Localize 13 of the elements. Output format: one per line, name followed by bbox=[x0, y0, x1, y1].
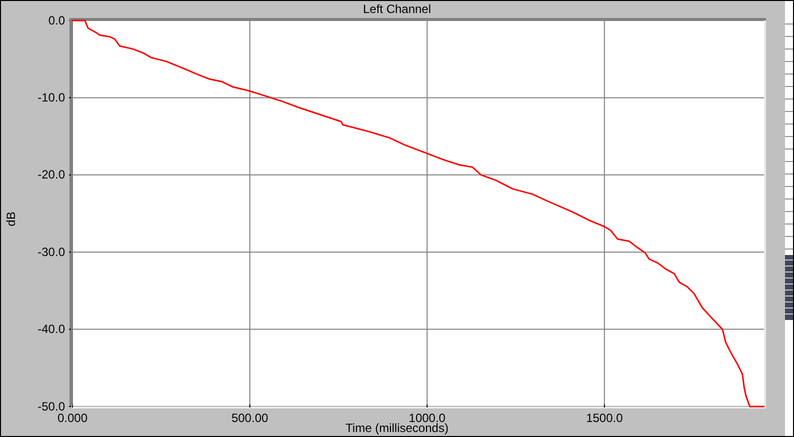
x-tick-label: 0.000 bbox=[57, 411, 88, 426]
x-axis-title: Time (milliseconds) bbox=[346, 421, 448, 435]
y-tick-label: 0.0 bbox=[48, 13, 66, 28]
chart-title: Left Channel bbox=[362, 2, 432, 16]
y-tick-label: -50.0 bbox=[38, 399, 66, 414]
x-tick-label: 500.00 bbox=[231, 411, 268, 426]
x-tick-label: 1500.0 bbox=[586, 411, 624, 426]
y-tick-label: -10.0 bbox=[38, 90, 66, 105]
y-axis-title: dB bbox=[4, 212, 18, 226]
y-tick-label: -40.0 bbox=[38, 322, 66, 336]
y-tick-label: -20.0 bbox=[38, 168, 66, 182]
y-tick-label: -30.0 bbox=[38, 244, 66, 259]
line-series bbox=[72, 20, 765, 408]
